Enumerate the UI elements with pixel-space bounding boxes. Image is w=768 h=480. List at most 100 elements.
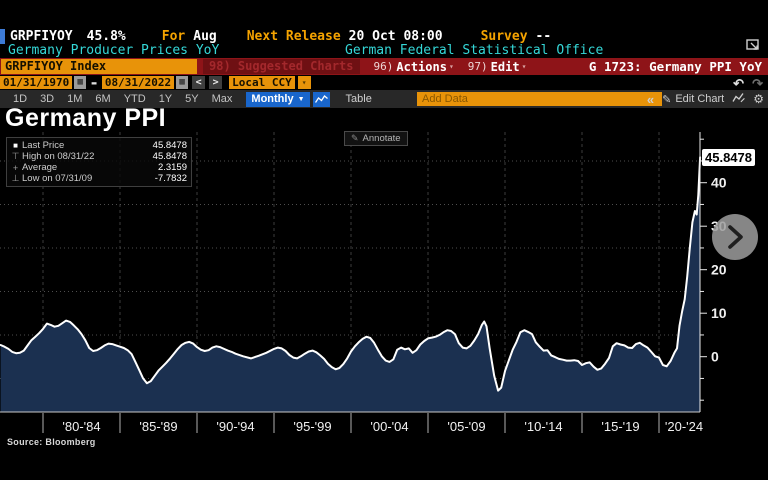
ticker-symbol: GRPFIYOY (10, 28, 73, 44)
next-release-label: Next Release (246, 28, 341, 44)
period-1y[interactable]: 1Y (158, 93, 173, 105)
edit-menu-number: 97) (467, 60, 488, 73)
x-tick-label: '20-'24 (665, 419, 703, 434)
period-ytd[interactable]: YTD (123, 93, 146, 105)
add-data-input[interactable]: Add Data (417, 92, 662, 106)
table-button[interactable]: Table (345, 93, 372, 105)
next-release-value: 20 Oct 08:00 (348, 28, 443, 44)
edit-caret-icon: ▾ (521, 62, 527, 71)
period-1d[interactable]: 1D (13, 93, 28, 105)
last-price-marker-icon: ■ (13, 141, 18, 150)
actions-menu-number: 96) (373, 60, 394, 73)
edit-menu-label: Edit (490, 59, 520, 74)
period-max[interactable]: Max (211, 93, 233, 105)
y-tick-label: 10 (711, 305, 727, 321)
high-marker-icon: ⊤ (11, 151, 20, 161)
last-price-axis-badge: 45.8478 (702, 149, 755, 166)
annotate-button[interactable]: ✎ Annotate (344, 131, 408, 146)
legend-value: -7.7832 (154, 173, 187, 184)
chevron-right-icon (728, 225, 743, 249)
legend-label: Low on 07/31/09 (22, 173, 93, 184)
chart-toolbar: 1D 3D 1M 6M YTD 1Y 5Y Max Monthly ▼ Tabl… (0, 90, 768, 108)
chart-id-title: G 1723: Germany PPI YoY (588, 59, 762, 74)
function-menu-bar: GRPFIYOY Index 98) Suggested Charts 96) … (0, 58, 768, 75)
x-tick-label: '90-'94 (216, 419, 254, 434)
edit-chart-button[interactable]: Edit Chart (675, 93, 725, 105)
source-credit: Source: Bloomberg (7, 437, 96, 447)
security-description-row: Germany Producer Prices YoY German Feder… (0, 39, 768, 59)
data-source-org: German Federal Statistical Office (345, 43, 604, 58)
gear-icon[interactable]: ⚙ (753, 92, 764, 106)
redo-icon[interactable]: ↷ (752, 76, 763, 91)
chart-legend-panel[interactable]: ■ Last Price 45.8478 ⊤ High on 08/31/22 … (6, 137, 192, 187)
date-range-row: 01/31/1970 ▦ - 08/31/2022 ▦ < > Local CC… (0, 73, 768, 92)
security-header-row: GRPFIYOY 45.8% For Aug Next Release 20 O… (0, 27, 768, 45)
annotate-pencil-icon: ✎ (351, 133, 359, 143)
legend-label: Average (22, 162, 58, 173)
undo-icon[interactable]: ↶ (733, 76, 744, 91)
x-tick-label: '85-'89 (139, 419, 177, 434)
next-chart-button[interactable] (712, 214, 758, 260)
y-tick-label: 40 (711, 175, 727, 191)
y-tick-label: 20 (711, 262, 727, 278)
step-back-button[interactable]: < (192, 76, 206, 89)
period-3d[interactable]: 3D (40, 93, 55, 105)
security-description: Germany Producer Prices YoY (8, 43, 220, 58)
legend-value: 45.8478 (152, 140, 187, 151)
for-label: For (161, 28, 186, 44)
edit-chart-pencil-icon[interactable]: ✎ (662, 93, 672, 106)
actions-menu-button[interactable]: 96) Actions ▾ (374, 60, 454, 74)
period-6m[interactable]: 6M (95, 93, 111, 105)
currency-caret-icon[interactable]: ▾ (297, 76, 311, 89)
security-accent-bar (0, 28, 5, 44)
annotate-label: Annotate (362, 133, 401, 144)
ticker-last-value: 45.8% (86, 28, 126, 44)
y-tick-label: 0 (711, 349, 719, 365)
edit-menu-button[interactable]: 97) Edit ▾ (468, 60, 527, 74)
x-tick-label: '00-'04 (370, 419, 408, 434)
security-field[interactable]: GRPFIYOY Index (1, 59, 197, 74)
suggested-charts-button[interactable]: 98) Suggested Charts (203, 59, 360, 74)
end-date-calendar-icon[interactable]: ▦ (176, 76, 189, 89)
chart-type-icon[interactable] (312, 91, 330, 107)
end-date-field[interactable]: 08/31/2022 (101, 76, 175, 89)
toolbar-right-cluster: « ✎ Edit Chart ⚙ (639, 90, 764, 108)
chart-title: Germany PPI (5, 104, 167, 132)
legend-label: High on 08/31/22 (22, 151, 95, 162)
survey-value: -- (535, 28, 552, 44)
series-line (0, 156, 702, 392)
legend-row-average: + Average 2.3159 (9, 162, 187, 173)
average-marker-icon: + (12, 162, 19, 173)
series-area-fill (0, 157, 701, 412)
x-tick-label: '95-'99 (293, 419, 331, 434)
low-marker-icon: ⊥ (11, 173, 20, 183)
chart-plot-area[interactable]: 010203040'80-'84'85-'89'90-'94'95-'99'00… (0, 132, 768, 442)
frequency-dropdown[interactable]: Monthly ▼ (246, 91, 310, 107)
date-separator: - (89, 73, 99, 92)
x-tick-label: '10-'14 (524, 419, 562, 434)
x-tick-label: '05-'09 (447, 419, 485, 434)
legend-row-low: ⊥ Low on 07/31/09 -7.7832 (9, 173, 187, 184)
actions-menu-label: Actions (396, 59, 447, 74)
step-forward-button[interactable]: > (209, 76, 223, 89)
currency-selector[interactable]: Local CCY (229, 76, 295, 89)
x-tick-label: '80-'84 (62, 419, 100, 434)
legend-row-high: ⊤ High on 08/31/22 45.8478 (9, 151, 187, 162)
chart-settings-icon[interactable] (732, 92, 746, 106)
period-5y[interactable]: 5Y (185, 93, 199, 105)
legend-value: 2.3159 (157, 162, 187, 173)
period-1m[interactable]: 1M (67, 93, 83, 105)
actions-caret-icon: ▾ (448, 62, 454, 71)
legend-label: Last Price (22, 140, 65, 151)
start-date-calendar-icon[interactable]: ▦ (74, 76, 87, 89)
x-tick-label: '15-'19 (601, 419, 639, 434)
legend-row-last-price: ■ Last Price 45.8478 (9, 140, 187, 151)
grab-screen-icon[interactable] (746, 39, 762, 53)
start-date-field[interactable]: 01/31/1970 (0, 76, 73, 89)
frequency-value: Monthly (251, 92, 294, 105)
collapse-panel-icon[interactable]: « (646, 91, 655, 107)
survey-label: Survey (480, 28, 528, 44)
frequency-caret-icon: ▼ (297, 95, 305, 103)
legend-value: 45.8478 (152, 151, 187, 162)
